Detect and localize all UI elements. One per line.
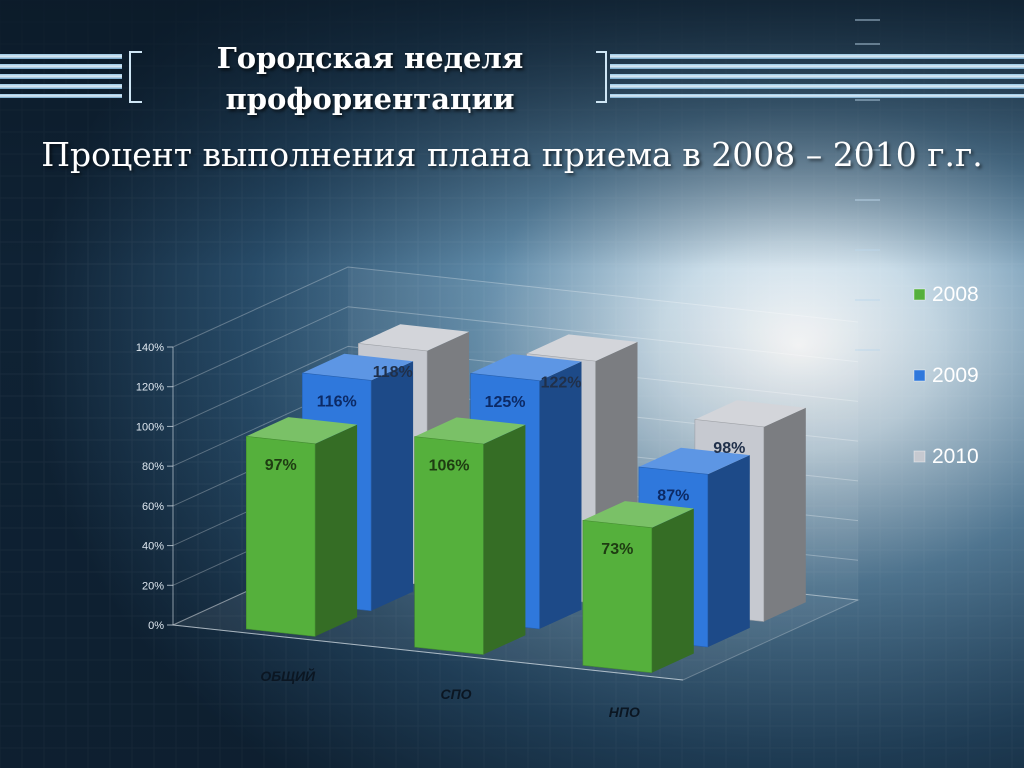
bar-side (651, 508, 694, 673)
decorative-ruler (855, 19, 880, 351)
data-labels: 118% 122% 98% 116% 125% 87% 97% 106% 73% (265, 364, 746, 558)
data-label: 73% (601, 541, 633, 558)
bar-side (539, 361, 582, 629)
x-axis-line (172, 624, 684, 681)
bars (246, 324, 806, 674)
decorative-stripes-left (0, 54, 122, 98)
y-tick-label: 80% (142, 461, 164, 473)
bar-front (246, 435, 316, 637)
bar-side (763, 407, 806, 622)
y-axis-labels: 0% 20% 40% 60% 80% 100% 120% 140% (136, 342, 164, 632)
bar-side (707, 455, 750, 648)
legend-label: 2008 (932, 283, 979, 306)
bar-top (470, 354, 582, 381)
bar-side (483, 424, 526, 655)
bar-top (414, 417, 526, 444)
x-tick-label: СПО (440, 686, 471, 702)
slide-subtitle: Процент выполнения плана приема в 2008 –… (41, 135, 983, 174)
gridline (172, 345, 859, 427)
gridline (172, 306, 859, 388)
bar-front (582, 519, 653, 674)
bar-2008-3 (582, 501, 694, 674)
bar-2008-2 (414, 417, 526, 655)
bar-2008-1 (246, 417, 358, 637)
bar-front (414, 436, 484, 655)
legend: 2008 2009 2010 (913, 283, 979, 468)
decorative-stripes-right (610, 54, 1024, 98)
x-tick-label: НПО (609, 704, 640, 720)
data-label: 87% (657, 488, 689, 505)
y-tick-label: 100% (136, 421, 164, 433)
gridline (172, 266, 859, 348)
data-label: 125% (485, 394, 526, 411)
y-tick-label: 120% (136, 382, 164, 394)
bar-top (582, 501, 694, 528)
bar-top (358, 324, 470, 351)
legend-swatch (913, 450, 926, 463)
data-label: 98% (713, 440, 745, 457)
x-axis-labels: ОБЩИЙ СПО НПО (260, 667, 640, 720)
title-brackets (129, 51, 607, 103)
data-label: 116% (317, 394, 357, 411)
legend-label: 2009 (932, 364, 979, 387)
y-tick-label: 40% (142, 541, 164, 553)
legend-swatch (913, 369, 926, 382)
legend-swatch (913, 288, 926, 301)
data-label: 118% (373, 364, 413, 381)
y-tick-label: 60% (142, 501, 164, 513)
bar-top (246, 417, 358, 444)
data-label: 97% (265, 457, 297, 474)
slide-title: Городская неделя профориентации (216, 41, 524, 116)
bar-top (302, 353, 414, 381)
bar-top (526, 334, 638, 362)
data-label: 106% (429, 457, 470, 474)
bar-top (638, 447, 750, 475)
legend-label: 2010 (932, 445, 979, 468)
bar-top (694, 400, 806, 427)
y-tick-label: 20% (142, 580, 164, 592)
bar-side (371, 361, 414, 611)
x-tick-label: ОБЩИЙ (260, 667, 316, 684)
y-tick-label: 140% (136, 342, 164, 354)
bar-side (315, 424, 358, 637)
data-label: 122% (541, 374, 582, 391)
y-tick-label: 0% (148, 620, 164, 632)
